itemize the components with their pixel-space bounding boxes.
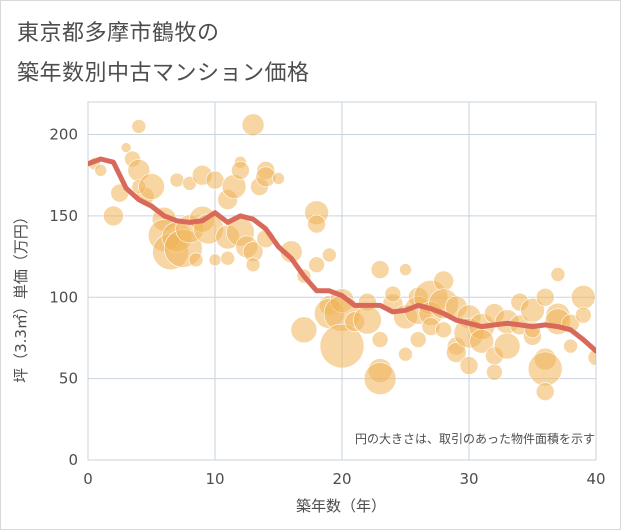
y-tick-label: 100 [49,288,78,306]
bubble-point [398,346,413,362]
bubble-point [308,256,325,274]
bubble-point [307,214,326,234]
bubble-point [469,328,495,354]
bubble-point [231,161,250,180]
bubble-point [241,113,265,137]
bubble-point [290,316,318,344]
bubble-point [563,338,578,354]
bubble-point [445,342,467,363]
x-tick-label: 10 [205,470,224,488]
bubble-point [188,252,204,268]
y-tick-label: 50 [59,370,78,388]
bubble-point [94,164,107,177]
bubble-point [535,382,555,401]
x-tick-label: 30 [459,470,478,488]
bubble-point [370,260,390,279]
bubble-point [493,332,521,360]
bubble-point [205,170,225,190]
bubble-point [570,284,596,310]
bubble-point [550,267,566,282]
bubble-point [208,253,222,267]
bubble-point [120,142,132,153]
y-tick-label: 150 [49,207,78,225]
bubble-point [279,240,303,264]
bubble-point [433,270,454,292]
chart-title-line-1: 東京都多摩市鶴牧の [17,21,220,46]
bubble-point [138,173,165,200]
y-axis-label: 坪（3.3㎡）単価（万円） [12,209,30,383]
bubble-point [459,356,479,375]
bubble-point [363,362,397,395]
bubble-point [435,321,452,339]
x-tick-label: 20 [332,470,351,488]
bubble-point [399,263,412,276]
trend-line [88,156,596,354]
bubble-point [353,305,382,335]
bubble-point [574,306,592,324]
bubble-point [131,119,147,134]
x-tick-label: 40 [586,470,605,488]
bubble-point [103,205,124,227]
y-tick-label: 200 [49,126,78,144]
bubble-point [220,250,235,266]
bubble-point [319,323,365,369]
bubble-point [409,331,427,348]
bubble-point [245,257,261,273]
bubble-point [587,349,596,366]
ticks: 0 10 20 30 40 0 50 100 150 200 [49,126,605,488]
bubble-point [527,351,563,387]
bubble-point [384,285,402,303]
bubble-point [371,331,389,348]
bubble-point [321,247,337,263]
bubble-point [486,363,503,381]
chart-annotation: 円の大きさは、取引のあった物件面積を示す [355,431,595,446]
chart-title-line-2: 築年数別中古マンション価格 [17,61,310,86]
bubble-point [169,172,185,188]
x-tick-label: 0 [83,470,93,488]
bubble-point [272,172,285,185]
x-axis-label: 築年数（年） [296,497,386,515]
bubble-point [535,287,555,307]
y-tick-label: 0 [68,451,78,469]
